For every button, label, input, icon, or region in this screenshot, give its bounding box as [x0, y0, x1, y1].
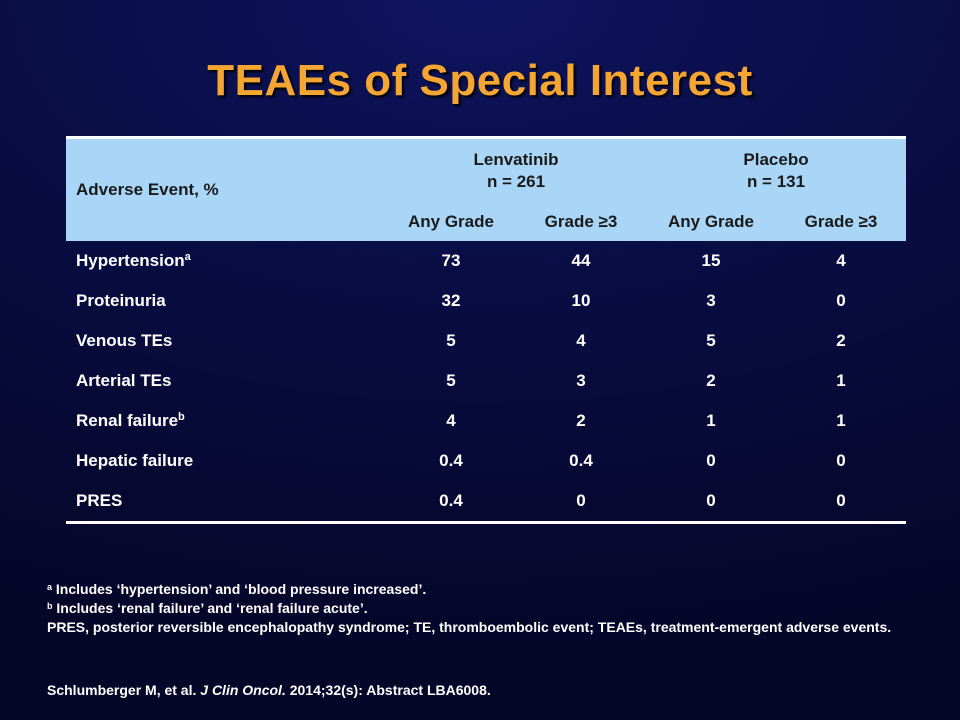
- table-cell: 4: [836, 251, 846, 270]
- row-label: Hepatic failure: [76, 451, 194, 470]
- row-label: Renal failureb: [76, 411, 185, 430]
- table-row: Renal failureb 4 2 1 1: [66, 401, 906, 441]
- table-cell: 1: [706, 411, 716, 430]
- table-cell: 3: [576, 371, 586, 390]
- table-cell: 0.4: [569, 451, 593, 470]
- subheader-lenvatinib-any-grade: Any Grade: [408, 212, 494, 231]
- table-row: Venous TEs 5 4 5 2: [66, 321, 906, 361]
- table-row: Hepatic failure 0.4 0.4 0 0: [66, 441, 906, 481]
- table-cell: 5: [706, 331, 716, 350]
- group-name: Lenvatinib: [473, 150, 559, 169]
- table-cell: 0: [836, 451, 846, 470]
- table-cell: 3: [706, 291, 716, 310]
- table-cell: 15: [701, 251, 721, 270]
- footnote-a: a Includes ‘hypertension’ and ‘blood pre…: [47, 581, 427, 597]
- table-cell: 0: [646, 481, 776, 524]
- group-name: Placebo: [743, 150, 809, 169]
- table-cell: 0: [706, 451, 716, 470]
- table-cell: 2: [576, 411, 586, 430]
- table-cell: 5: [446, 331, 456, 350]
- table-cell: 1: [836, 411, 846, 430]
- table-cell: 73: [441, 251, 461, 270]
- group-n: n = 261: [486, 172, 546, 191]
- table-cell: 10: [571, 291, 591, 310]
- table-row: PRES 0.4 0 0 0: [66, 481, 906, 524]
- table-cell: 0.4: [439, 451, 463, 470]
- page-title: TEAEs of Special Interest: [207, 56, 753, 105]
- table-cell: 4: [446, 411, 456, 430]
- group-header-placebo: Placebo n = 131: [646, 136, 906, 203]
- table-cell: 0: [836, 291, 846, 310]
- table-cell: 0: [516, 481, 646, 524]
- table-cell: 44: [571, 251, 591, 270]
- table-cell: 2: [836, 331, 846, 350]
- footnote-marker: b: [178, 411, 185, 423]
- table-row: Arterial TEs 5 3 2 1: [66, 361, 906, 401]
- row-label: Proteinuria: [76, 291, 166, 310]
- table-cell: 2: [706, 371, 716, 390]
- adverse-events-table: Adverse Event, % Lenvatinib n = 261 Plac…: [66, 136, 906, 524]
- subheader-placebo-grade-3: Grade ≥3: [804, 212, 878, 231]
- table-row: Hypertensiona 73 44 15 4: [66, 241, 906, 281]
- column-header-adverse-event: Adverse Event, %: [66, 136, 386, 241]
- table-cell: 32: [441, 291, 461, 310]
- row-label: PRES: [66, 481, 386, 524]
- table-cell: 5: [446, 371, 456, 390]
- subheader-lenvatinib-grade-3: Grade ≥3: [544, 212, 618, 231]
- abbreviations-note: PRES, posterior reversible encephalopath…: [47, 619, 892, 635]
- subheader-placebo-any-grade: Any Grade: [668, 212, 754, 231]
- footnote-marker: a: [184, 251, 191, 263]
- footnote-b: b Includes ‘renal failure’ and ‘renal fa…: [47, 600, 368, 616]
- row-label: Hypertensiona: [76, 251, 191, 270]
- journal-name: J Clin Oncol.: [200, 682, 286, 698]
- group-n: n = 131: [746, 172, 806, 191]
- table-cell: 1: [836, 371, 846, 390]
- table-header-row: Adverse Event, % Lenvatinib n = 261 Plac…: [66, 136, 906, 241]
- footnotes: a Includes ‘hypertension’ and ‘blood pre…: [47, 580, 917, 637]
- table-cell: 0.4: [386, 481, 516, 524]
- table-cell: 4: [576, 331, 586, 350]
- citation: Schlumberger M, et al. J Clin Oncol. 201…: [47, 682, 491, 698]
- group-header-lenvatinib: Lenvatinib n = 261: [386, 136, 646, 203]
- row-label: Arterial TEs: [76, 371, 172, 390]
- table-row: Proteinuria 32 10 3 0: [66, 281, 906, 321]
- row-label: Venous TEs: [76, 331, 173, 350]
- table-cell: 0: [776, 481, 906, 524]
